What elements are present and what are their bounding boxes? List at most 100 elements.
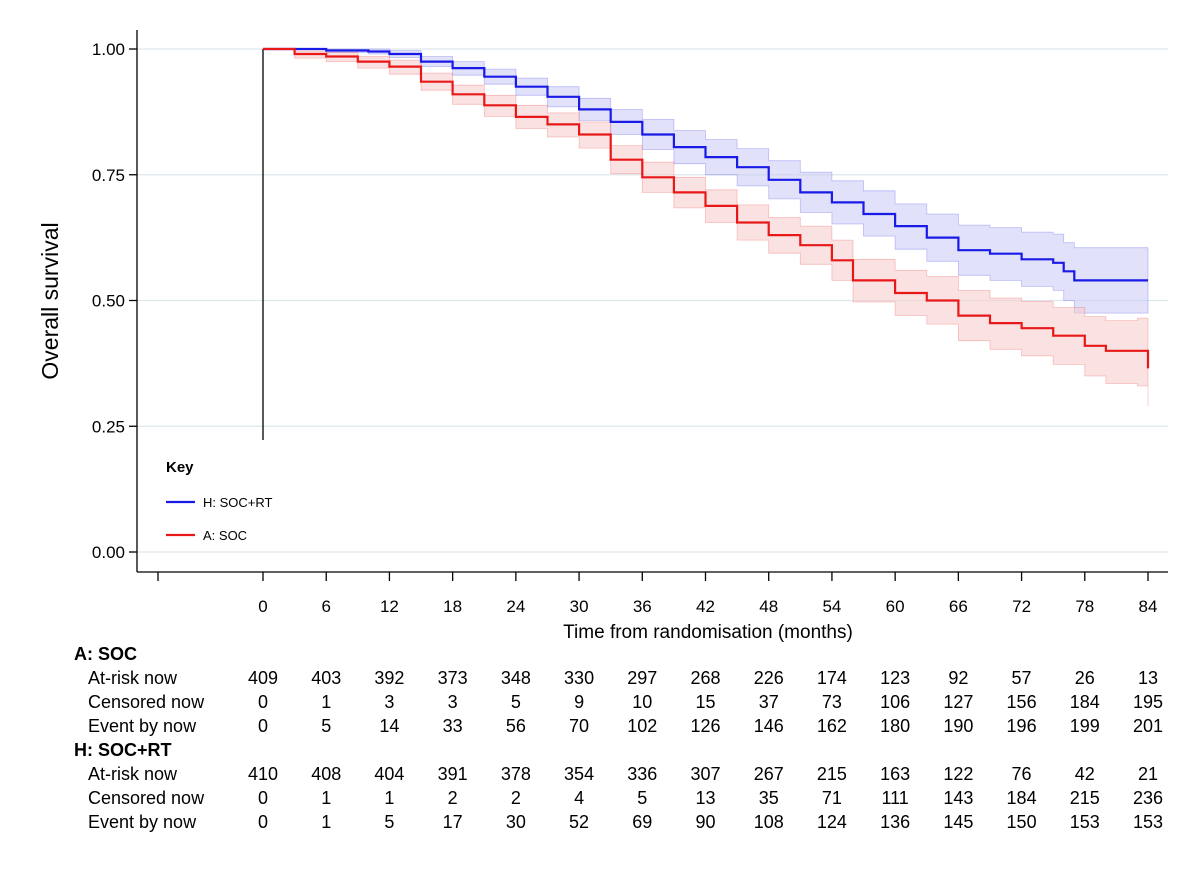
y-axis-label: Overall survival [37, 222, 63, 379]
confidence-bands [263, 48, 1149, 407]
risk-cell: 267 [754, 764, 784, 784]
x-tick-label-0: 0 [258, 597, 267, 616]
risk-cell: 122 [943, 764, 973, 784]
risk-cell: 71 [822, 788, 842, 808]
risk-cell: 180 [880, 716, 910, 736]
x-tick-label-8: 48 [759, 597, 778, 616]
y-tick-label-3: 0.75 [92, 166, 125, 185]
risk-cell: 184 [1007, 788, 1037, 808]
risk-cell: 330 [564, 668, 594, 688]
risk-cell: 0 [258, 692, 268, 712]
x-axis-label: Time from randomisation (months) [563, 622, 853, 643]
risk-cell: 1 [321, 692, 331, 712]
risk-cell: 153 [1070, 812, 1100, 832]
survival-line-a [263, 47, 1150, 369]
risk-cell: 199 [1070, 716, 1100, 736]
risk-cell: 226 [754, 668, 784, 688]
legend: Key H: SOC+RT A: SOC [166, 459, 273, 543]
x-tick-label-6: 36 [633, 597, 652, 616]
risk-cell: 5 [321, 716, 331, 736]
risk-cell: 408 [311, 764, 341, 784]
risk-cell: 127 [943, 692, 973, 712]
y-tick-label-0: 0.00 [92, 543, 125, 562]
risk-cell: 102 [627, 716, 657, 736]
risk-row-label-0-0: At-risk now [88, 668, 178, 688]
risk-cell: 5 [384, 812, 394, 832]
risk-cell: 5 [511, 692, 521, 712]
risk-cell: 1 [321, 812, 331, 832]
x-tick-label-10: 60 [886, 597, 905, 616]
risk-cell: 145 [943, 812, 973, 832]
risk-row-label-1-0: At-risk now [88, 764, 178, 784]
x-tick-label-4: 24 [506, 597, 525, 616]
risk-cell: 190 [943, 716, 973, 736]
risk-row-label-1-2: Event by now [88, 812, 197, 832]
risk-cell: 69 [632, 812, 652, 832]
risk-cell: 0 [258, 716, 268, 736]
risk-cell: 143 [943, 788, 973, 808]
x-tick-label-12: 72 [1012, 597, 1031, 616]
risk-cell: 73 [822, 692, 842, 712]
risk-cell: 215 [817, 764, 847, 784]
risk-cell: 150 [1007, 812, 1037, 832]
risk-cell: 2 [448, 788, 458, 808]
risk-cell: 297 [627, 668, 657, 688]
risk-cell: 354 [564, 764, 594, 784]
risk-cell: 26 [1075, 668, 1095, 688]
risk-cell: 348 [501, 668, 531, 688]
risk-cell: 162 [817, 716, 847, 736]
risk-cell: 403 [311, 668, 341, 688]
risk-cell: 156 [1007, 692, 1037, 712]
risk-group-title-0: A: SOC [74, 644, 137, 664]
risk-cell: 410 [248, 764, 278, 784]
risk-cell: 21 [1138, 764, 1158, 784]
risk-cell: 307 [690, 764, 720, 784]
risk-cell: 3 [384, 692, 394, 712]
risk-cell: 10 [632, 692, 652, 712]
risk-cell: 56 [506, 716, 526, 736]
risk-cell: 409 [248, 668, 278, 688]
risk-cell: 0 [258, 812, 268, 832]
x-tick-label-11: 66 [949, 597, 968, 616]
x-tick-label-13: 78 [1075, 597, 1094, 616]
risk-cell: 2 [511, 788, 521, 808]
risk-cell: 336 [627, 764, 657, 784]
risk-cell: 13 [695, 788, 715, 808]
risk-cell: 15 [695, 692, 715, 712]
axes: 0.00 0.25 0.50 0.75 1.00 0 6 12 18 24 30 36 42 48 54 60… [92, 30, 1168, 616]
risk-cell: 5 [637, 788, 647, 808]
x-tick-label-2: 12 [380, 597, 399, 616]
x-tick-label-5: 30 [570, 597, 589, 616]
risk-cell: 124 [817, 812, 847, 832]
risk-cell: 174 [817, 668, 847, 688]
risk-group-title-1: H: SOC+RT [74, 740, 172, 760]
x-tick-label-7: 42 [696, 597, 715, 616]
risk-cell: 17 [443, 812, 463, 832]
x-tick-label-9: 54 [822, 597, 841, 616]
risk-cell: 33 [443, 716, 463, 736]
risk-cell: 163 [880, 764, 910, 784]
risk-cell: 57 [1012, 668, 1032, 688]
risk-row-label-1-1: Censored now [88, 788, 205, 808]
risk-cell: 111 [881, 788, 908, 808]
risk-cell: 236 [1133, 788, 1163, 808]
risk-cell: 153 [1133, 812, 1163, 832]
risk-row-label-0-2: Event by now [88, 716, 197, 736]
risk-cell: 52 [569, 812, 589, 832]
risk-cell: 42 [1075, 764, 1095, 784]
risk-cell: 70 [569, 716, 589, 736]
risk-cell: 378 [501, 764, 531, 784]
risk-cell: 37 [759, 692, 779, 712]
risk-cell: 1 [321, 788, 331, 808]
risk-cell: 195 [1133, 692, 1163, 712]
risk-cell: 9 [574, 692, 584, 712]
risk-cell: 373 [438, 668, 468, 688]
risk-cell: 215 [1070, 788, 1100, 808]
legend-label-a: A: SOC [203, 528, 247, 543]
y-tick-label-4: 1.00 [92, 40, 125, 59]
risk-cell: 146 [754, 716, 784, 736]
risk-cell: 92 [948, 668, 968, 688]
risk-cell: 108 [754, 812, 784, 832]
risk-cell: 90 [695, 812, 715, 832]
